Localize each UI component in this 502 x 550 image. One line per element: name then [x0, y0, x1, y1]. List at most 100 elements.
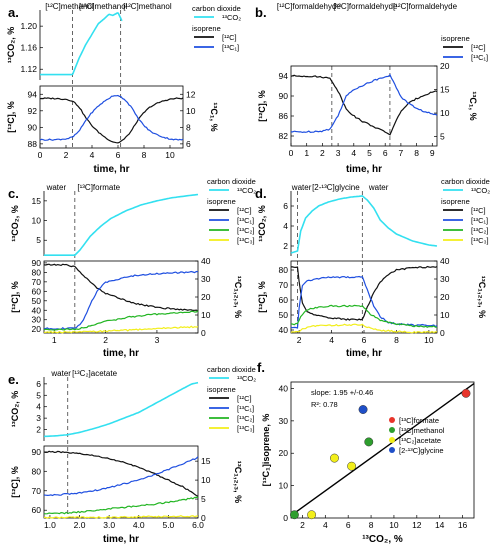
series-c3-c — [43, 325, 199, 334]
plot-area-f — [290, 381, 475, 519]
x-axis-e-tick-label: 4.0 — [133, 520, 145, 530]
legend-dot-green — [389, 427, 395, 433]
x-axis-c-tick-label: 2 — [103, 335, 108, 345]
series-co2-a — [40, 12, 123, 76]
series-c3-d — [290, 323, 438, 334]
y2-axis-a-tick-label: 8 — [186, 122, 191, 132]
co2-axis-a-tick-label: 1.12 — [20, 64, 37, 74]
legend-dot-red — [389, 417, 395, 423]
co2-axis-a-tick-label: 1.20 — [20, 21, 37, 31]
y2-axis-d-tick-label: 30 — [440, 274, 450, 284]
y-axis-f-tick-label: 20 — [279, 448, 289, 458]
x-axis-b-tick-label: 6 — [383, 148, 388, 158]
y2-axis-title-b: ¹³C₁, % — [468, 91, 478, 120]
y2-axis-d-tick-label: 40 — [440, 256, 450, 266]
y-axis-title-b: [¹²C], % — [257, 90, 267, 122]
scatter-point-green — [289, 510, 299, 520]
phase-label: [¹³C]formaldehyde — [333, 2, 398, 11]
legend-entry-c3: [¹³C₃] — [237, 424, 255, 433]
scatter-point-blue — [358, 405, 368, 414]
legend-entry-c1: [¹³C₁] — [471, 216, 488, 225]
phase-label: [¹³C₂]acetate — [72, 369, 117, 378]
y-axis-b-tick-label: 82 — [279, 131, 289, 141]
co2-axis-title-c: ¹³CO₂, % — [10, 205, 20, 242]
series-c12-c — [43, 263, 199, 312]
legend-entry-c12: [¹²C] — [237, 206, 252, 215]
y-axis-e-tick-label: 80 — [32, 466, 42, 476]
x-axis-e-tick-label: 2.0 — [74, 520, 86, 530]
x-axis-b-tick-label: 3 — [336, 148, 341, 158]
y-axis-a-tick-label: 92 — [28, 106, 38, 116]
y-axis-a-tick-label: 90 — [28, 122, 38, 132]
panel-label-e: e. — [8, 372, 19, 387]
series-co2-d — [290, 195, 438, 254]
y2-axis-e-tick-label: 0 — [201, 513, 206, 523]
x-axis-title-f: ¹³CO₂, % — [362, 534, 403, 545]
y2-axis-b-tick-label: 20 — [440, 61, 450, 71]
plot-area-b — [290, 65, 438, 147]
legend-entry-c2: [¹³C₂] — [237, 226, 255, 235]
y-axis-e-tick-label: 70 — [32, 486, 42, 496]
series-co2-c — [44, 193, 199, 256]
legend-title-co2: carbon dioxide — [207, 177, 256, 186]
x-axis-d-tick-label: 4 — [329, 335, 334, 345]
y-axis-c-tick-label: 80 — [32, 267, 42, 277]
x-axis-f-tick-label: 14 — [435, 520, 445, 530]
panel-label-f: f. — [257, 360, 265, 375]
y-axis-a-tick-label: 94 — [28, 89, 38, 99]
plot-area-d — [290, 260, 438, 334]
y-axis-title-a: [¹²C], % — [6, 101, 16, 133]
annotation-slope: slope: 1.95 +/-0.46 — [311, 388, 373, 397]
series-c1-d — [290, 275, 438, 329]
y-axis-title-c: [¹²C], % — [10, 281, 20, 313]
co2-axis-c-tick-label: 15 — [32, 196, 42, 206]
x-axis-f-tick-label: 12 — [412, 520, 422, 530]
y2-axis-title-c: ¹³C₁,₂,₃, % — [233, 276, 243, 318]
series-c1-c — [43, 270, 199, 330]
legend-entry-c1: [¹³C₁] — [471, 53, 488, 62]
legend-dot-yellow — [389, 437, 395, 443]
co2-axis-e-tick-label: 2 — [36, 425, 41, 435]
x-axis-d-tick-label: 8 — [394, 335, 399, 345]
x-axis-a-tick-label: 10 — [165, 150, 175, 160]
y-axis-c-tick-label: 30 — [32, 315, 42, 325]
legend-entry-co2: ¹³CO₂ — [237, 186, 256, 195]
y2-axis-c-tick-label: 40 — [201, 256, 211, 266]
legend-entry-c1: [¹³C₁] — [222, 43, 239, 52]
legend-entry-c1: [¹³C₁] — [237, 216, 254, 225]
y2-axis-c-tick-label: 10 — [201, 310, 211, 320]
y-axis-d-tick-label: 50 — [279, 310, 289, 320]
y2-axis-b-tick-label: 10 — [440, 108, 450, 118]
phase-label: [¹³C]methanol — [79, 2, 128, 11]
panel-label-c: c. — [8, 186, 19, 201]
panel-label-a: a. — [8, 5, 19, 20]
x-axis-f-tick-label: 8 — [369, 520, 374, 530]
y-axis-b-tick-label: 94 — [279, 71, 289, 81]
co2-axis-d-tick-label: 4 — [283, 221, 288, 231]
phase-label: [¹²C]formaldehyde — [277, 2, 342, 11]
phase-label: water — [368, 183, 389, 192]
legend-entry-c1: [¹³C₁] — [237, 404, 254, 413]
x-axis-e-tick-label: 6.0 — [192, 520, 204, 530]
y-axis-f-tick-label: 40 — [279, 383, 289, 393]
x-axis-f-tick-label: 16 — [458, 520, 468, 530]
co2-axis-title-e: ¹³CO₂, % — [10, 391, 20, 428]
phase-label: [¹²C]formaldehyde — [393, 2, 458, 11]
co2-axis-title-a: ¹³CO₂, % — [6, 27, 16, 64]
co2-axis-c-tick-label: 10 — [32, 216, 42, 226]
x-axis-f-tick-label: 2 — [300, 520, 305, 530]
legend-title-isoprene: isoprene — [207, 385, 236, 394]
y-axis-d-tick-label: 60 — [279, 295, 289, 305]
co2-axis-c-tick-label: 5 — [36, 235, 41, 245]
y2-axis-title-d: ¹³C₁,₂,₃, % — [477, 276, 487, 318]
x-axis-f-tick-label: 4 — [323, 520, 328, 530]
x-axis-e-tick-label: 5.0 — [162, 520, 174, 530]
legend-title-co2: carbon dioxide — [207, 365, 256, 374]
legend-entry-co2: ¹³CO₂ — [237, 374, 256, 383]
x-axis-e-tick-label: 1.0 — [44, 520, 56, 530]
plot-area-a — [39, 85, 184, 149]
y2-axis-a-tick-label: 10 — [186, 106, 196, 116]
scatter-point-yellow — [347, 461, 357, 471]
x-axis-a-tick-label: 6 — [116, 150, 121, 160]
